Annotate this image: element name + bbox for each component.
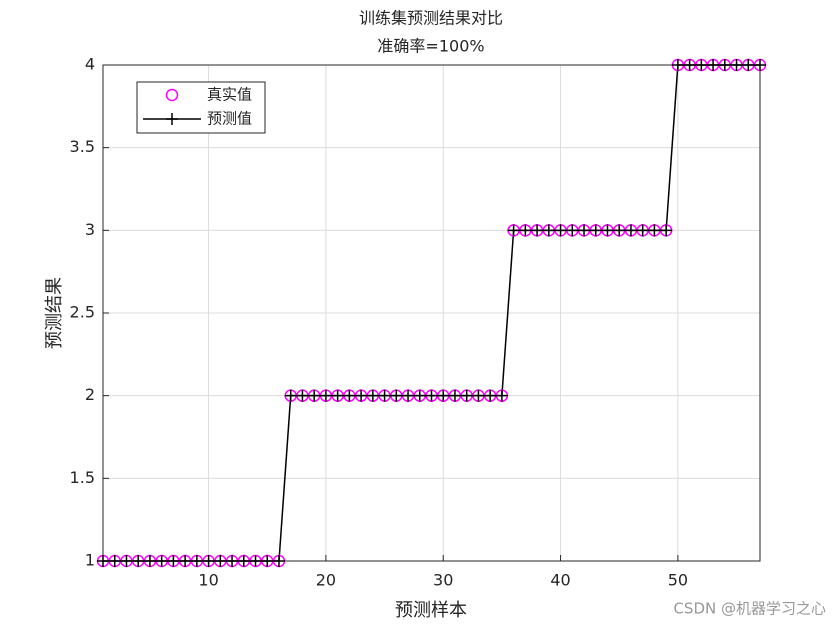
point-marker	[237, 555, 250, 567]
point-marker	[624, 224, 637, 237]
point-marker	[378, 389, 391, 402]
x-tick-label: 40	[550, 571, 570, 590]
point-marker	[601, 224, 614, 237]
point-marker	[660, 224, 673, 237]
point-marker	[355, 389, 368, 402]
point-marker	[566, 224, 579, 237]
point-marker	[97, 555, 109, 567]
x-tick-label: 20	[316, 571, 336, 590]
point-marker	[179, 555, 192, 567]
chart-title: 训练集预测结果对比	[359, 9, 503, 28]
point-marker	[132, 555, 145, 567]
point-marker	[542, 224, 555, 237]
point-marker	[448, 389, 461, 402]
point-marker	[683, 59, 696, 71]
point-marker	[613, 224, 626, 237]
legend-marker	[166, 113, 178, 125]
point-marker	[202, 555, 215, 567]
x-tick-label: 10	[198, 571, 218, 590]
point-marker	[214, 555, 227, 567]
y-tick-label: 4	[85, 55, 95, 74]
point-marker	[636, 224, 649, 237]
y-tick-label: 1	[85, 551, 95, 570]
point-marker	[554, 224, 567, 237]
point-marker	[120, 555, 133, 567]
point-marker	[413, 389, 426, 402]
x-tick-label: 50	[668, 571, 688, 590]
point-marker	[707, 59, 720, 71]
x-tick-label: 30	[433, 571, 453, 590]
point-marker	[507, 224, 520, 237]
point-marker	[343, 389, 356, 402]
point-marker	[366, 389, 379, 402]
point-marker	[319, 389, 332, 402]
point-marker	[730, 59, 743, 71]
point-marker	[589, 224, 602, 237]
point-marker	[742, 59, 755, 71]
point-marker	[718, 59, 731, 71]
point-marker	[472, 389, 485, 402]
legend-marker	[165, 88, 179, 102]
legend-box	[136, 81, 266, 134]
point-marker	[671, 59, 684, 71]
point-marker	[249, 555, 262, 567]
point-marker	[284, 389, 297, 402]
point-marker	[167, 555, 180, 567]
point-marker	[484, 389, 497, 402]
point-marker	[390, 389, 403, 402]
x-axis-label: 预测样本	[395, 600, 467, 621]
y-tick-label: 3.5	[70, 137, 95, 156]
point-marker	[495, 389, 508, 402]
point-marker	[519, 224, 532, 237]
point-marker	[226, 555, 239, 567]
point-marker	[578, 224, 591, 237]
point-marker	[531, 224, 544, 237]
legend-label: 真实值	[207, 86, 252, 104]
point-marker	[296, 389, 309, 402]
legend-label: 预测值	[207, 110, 252, 128]
point-marker	[648, 224, 661, 237]
y-axis-label: 预测结果	[44, 277, 65, 349]
point-marker	[437, 389, 450, 402]
chart-subtitle: 准确率=100%	[377, 37, 484, 56]
y-tick-label: 1.5	[70, 468, 95, 487]
axes-box	[102, 64, 761, 562]
watermark: CSDN @机器学习之心	[673, 600, 826, 618]
point-marker	[261, 555, 274, 567]
point-marker	[425, 389, 438, 402]
point-marker	[108, 555, 121, 567]
point-marker	[308, 389, 321, 402]
y-tick-label: 2.5	[70, 303, 95, 322]
y-tick-label: 3	[85, 220, 95, 239]
point-marker	[155, 555, 168, 567]
point-marker	[695, 59, 708, 71]
point-marker	[331, 389, 344, 402]
y-tick-label: 2	[85, 385, 95, 404]
point-marker	[143, 555, 156, 567]
point-marker	[460, 389, 473, 402]
point-marker	[272, 555, 285, 567]
point-marker	[754, 59, 766, 71]
point-marker	[190, 555, 203, 567]
point-marker	[402, 389, 415, 402]
